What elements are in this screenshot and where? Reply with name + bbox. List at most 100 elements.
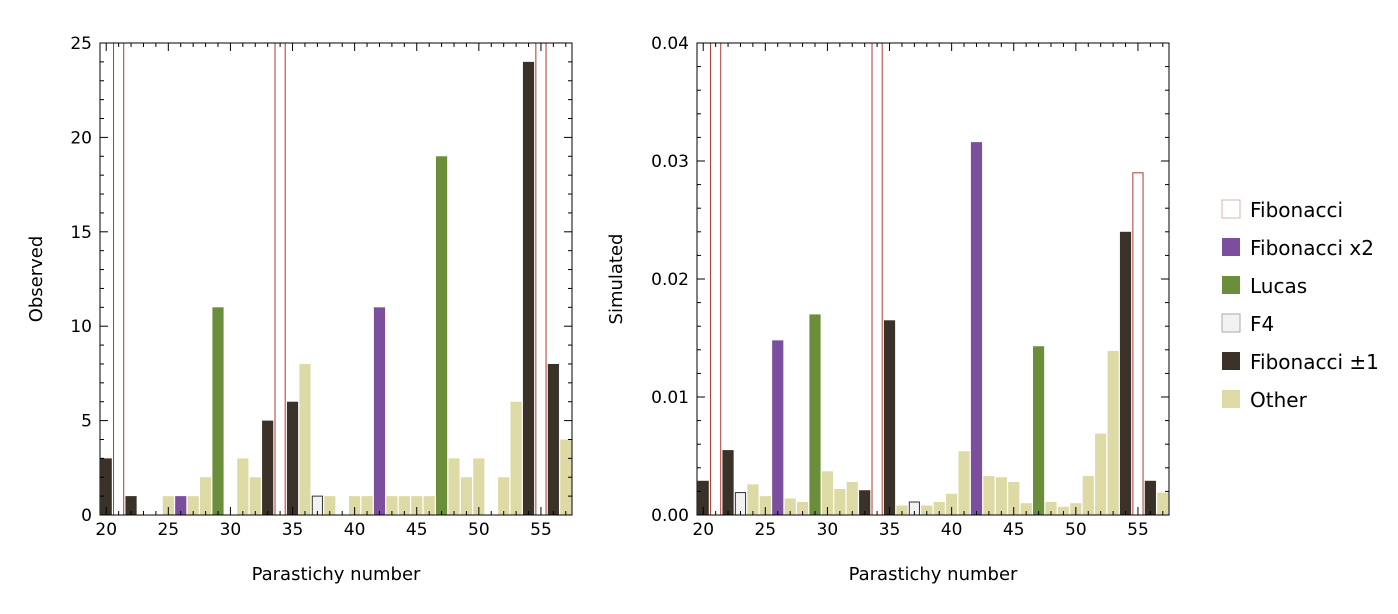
x-tick-labels: 20 25 30 35 40 45 50 55 xyxy=(95,520,551,540)
bar xyxy=(324,496,336,515)
bar xyxy=(846,481,858,515)
bar xyxy=(262,420,274,515)
y-tick-label: 0.03 xyxy=(651,152,689,172)
y-tick-labels: 0.00 0.01 0.02 0.03 0.04 xyxy=(651,34,689,526)
bar xyxy=(796,502,809,515)
x-tick-label: 50 xyxy=(1065,520,1087,540)
x-tick-label: 40 xyxy=(941,520,963,540)
bar xyxy=(809,314,821,515)
bar xyxy=(435,156,448,515)
legend-label: Fibonacci ±1 xyxy=(1250,350,1379,374)
bar xyxy=(1119,231,1132,516)
bar xyxy=(460,477,473,515)
bar xyxy=(995,477,1007,515)
simulated-panel: 20 25 30 35 40 45 50 55 0.00 0.01 0.02 0.03 0.04 Para… xyxy=(606,34,1170,585)
y-axis-label: Observed xyxy=(26,236,47,323)
bar xyxy=(1008,481,1020,515)
y-ticks xyxy=(100,42,572,516)
y-tick-label: 10 xyxy=(70,317,92,337)
bar xyxy=(1032,346,1045,515)
bar xyxy=(473,458,485,515)
bar xyxy=(199,477,212,515)
bar xyxy=(1157,492,1169,515)
bar xyxy=(970,142,983,515)
observed-panel: 20 25 30 35 40 45 50 55 0 5 10 15 20 25 Parastichy num… xyxy=(26,34,573,585)
bar xyxy=(162,496,174,515)
bars xyxy=(100,42,572,516)
bar xyxy=(946,493,958,515)
x-tick-label: 55 xyxy=(1127,520,1149,540)
x-tick-label: 25 xyxy=(157,520,179,540)
legend-swatch xyxy=(1221,313,1241,333)
legend-label: Lucas xyxy=(1250,274,1307,298)
legend-label: Fibonacci xyxy=(1250,198,1343,222)
x-tick-labels: 20 25 30 35 40 45 50 55 xyxy=(692,520,1148,540)
bar xyxy=(113,42,125,516)
bar xyxy=(187,496,199,515)
bar xyxy=(871,42,883,516)
y-tick-label: 0.00 xyxy=(651,506,689,526)
bar xyxy=(249,477,261,515)
bar xyxy=(958,451,970,515)
bar xyxy=(411,496,423,515)
x-tick-label: 55 xyxy=(530,520,552,540)
x-tick-label: 20 xyxy=(692,520,714,540)
legend-item: Fibonacci xyxy=(1221,198,1343,222)
bar xyxy=(1082,476,1094,515)
bar xyxy=(361,496,373,515)
legend-item: F4 xyxy=(1221,312,1274,336)
x-axis-label: Parastichy number xyxy=(849,564,1018,585)
legend: Fibonacci Fibonacci x2 Lucas F4 Fibonacci ±1… xyxy=(1221,198,1379,412)
bar xyxy=(710,42,722,516)
bar xyxy=(1095,433,1107,515)
x-tick-label: 30 xyxy=(817,520,839,540)
y-tick-label: 0.02 xyxy=(651,270,689,290)
y-tick-label: 5 xyxy=(81,412,92,432)
bar xyxy=(100,458,112,515)
x-ticks xyxy=(702,43,1164,515)
legend-swatch xyxy=(1222,276,1240,294)
y-tick-label: 15 xyxy=(70,223,92,243)
bar xyxy=(237,458,249,515)
plot-frame xyxy=(99,42,573,516)
bar xyxy=(1020,503,1032,515)
bar xyxy=(883,320,896,515)
y-tick-labels: 0 5 10 15 20 25 xyxy=(70,34,92,526)
bar xyxy=(212,307,224,515)
y-tick-label: 25 xyxy=(70,34,92,54)
bar xyxy=(560,439,572,515)
legend-label: F4 xyxy=(1250,312,1274,336)
legend-item: Fibonacci x2 xyxy=(1222,236,1374,260)
bar xyxy=(175,496,187,515)
legend-swatch xyxy=(1221,199,1241,219)
bar xyxy=(759,496,771,515)
x-axis-label: Parastichy number xyxy=(252,564,421,585)
bar xyxy=(386,496,398,515)
bar xyxy=(784,498,796,515)
legend-item: Lucas xyxy=(1222,274,1307,298)
y-tick-label: 0 xyxy=(81,506,92,526)
legend-swatch xyxy=(1222,390,1240,408)
x-tick-label: 30 xyxy=(220,520,242,540)
legend-label: Fibonacci x2 xyxy=(1250,236,1374,260)
bar xyxy=(821,471,834,515)
bar xyxy=(896,505,908,515)
bar xyxy=(286,401,299,515)
bar xyxy=(834,489,846,515)
x-tick-label: 45 xyxy=(406,520,428,540)
x-ticks xyxy=(105,43,567,515)
bar xyxy=(274,42,286,516)
bar xyxy=(1132,172,1144,516)
y-ticks xyxy=(697,42,1169,516)
legend-item: Other xyxy=(1222,388,1308,412)
y-tick-label: 0.04 xyxy=(651,34,689,54)
bars xyxy=(697,42,1169,516)
x-tick-label: 25 xyxy=(754,520,776,540)
x-tick-label: 50 xyxy=(468,520,490,540)
bar xyxy=(1057,506,1070,515)
bar xyxy=(747,484,759,515)
y-tick-label: 20 xyxy=(70,128,92,148)
bar xyxy=(859,490,871,515)
legend-label: Other xyxy=(1250,388,1308,412)
